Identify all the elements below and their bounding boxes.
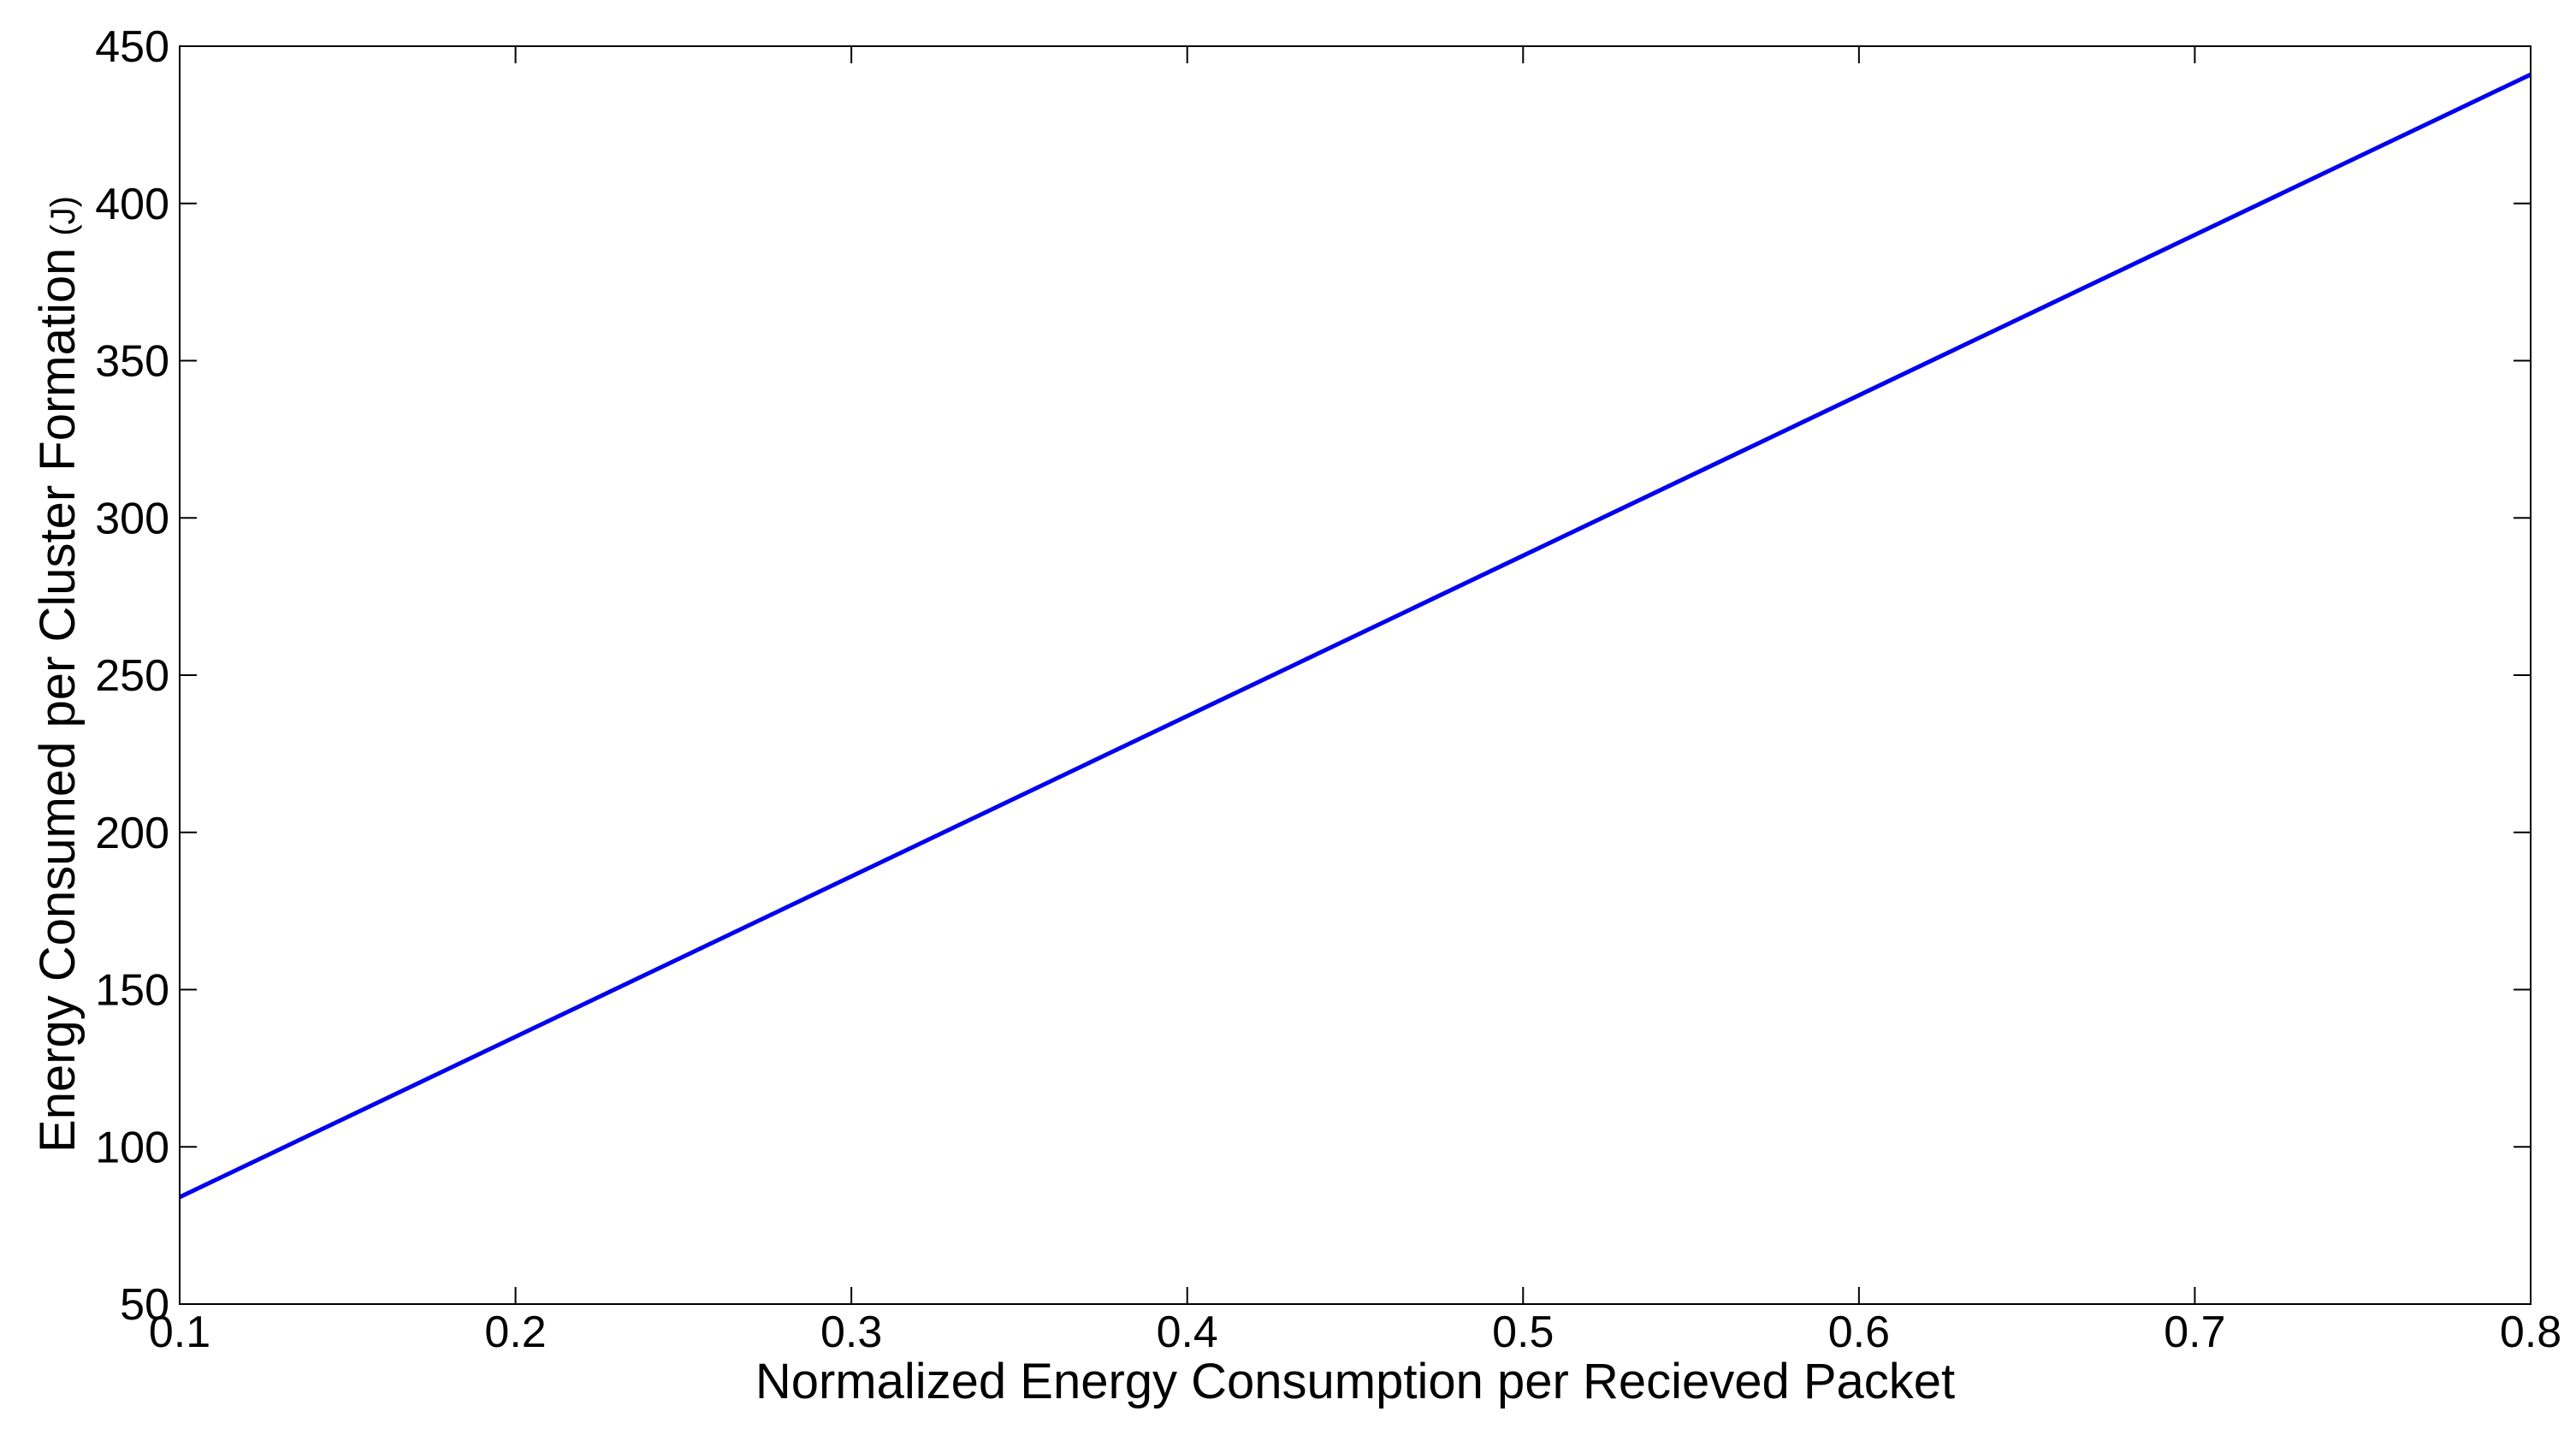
x-tick-label: 0.3 <box>820 1308 882 1357</box>
x-axis-ticks <box>179 46 2532 1304</box>
y-axis-label-unit: (J) <box>44 196 82 236</box>
plot-frame <box>179 45 2532 1305</box>
x-tick-label: 0.8 <box>2500 1308 2561 1357</box>
plot-background <box>180 46 2531 1304</box>
x-axis-label: Normalized Energy Consumption per Reciev… <box>755 1354 1955 1409</box>
y-axis-label-text: Energy Consumed per Cluster Formation <box>30 248 86 1153</box>
x-tick-label: 0.1 <box>149 1308 210 1357</box>
y-tick-label: 350 <box>95 337 169 387</box>
y-tick-label: 250 <box>95 651 169 701</box>
x-tick-label: 0.4 <box>1157 1308 1218 1357</box>
y-tick-label: 200 <box>95 809 169 858</box>
series-layer <box>178 72 2532 1200</box>
y-tick-label: 400 <box>95 180 169 229</box>
x-tick-label: 0.7 <box>2164 1308 2225 1357</box>
x-tick-label: 0.2 <box>484 1308 546 1357</box>
y-axis-label: Energy Consumed per Cluster Formation (J) <box>30 196 86 1153</box>
y-tick-label: 50 <box>120 1280 169 1330</box>
x-tick-label: 0.6 <box>1828 1308 1890 1357</box>
y-tick-label: 300 <box>95 494 169 543</box>
series-line <box>178 72 2532 1200</box>
x-axis-tick-labels: 0.1 0.2 0.3 0.4 0.5 0.6 0.7 0.8 <box>149 1308 2561 1357</box>
x-tick-label: 0.5 <box>1492 1308 1554 1357</box>
y-tick-label: 450 <box>95 22 169 72</box>
y-axis-tick-labels: 50 100 150 200 250 300 350 400 450 <box>95 22 169 1330</box>
y-tick-label: 100 <box>95 1123 169 1172</box>
y-tick-label: 150 <box>95 966 169 1016</box>
